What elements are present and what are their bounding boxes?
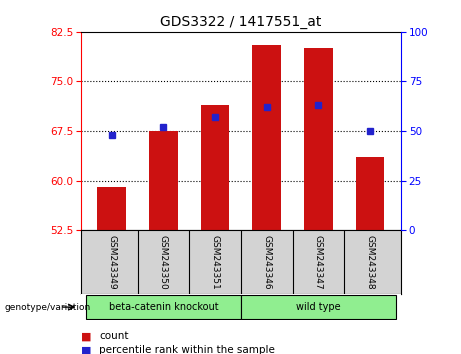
Text: GSM243348: GSM243348	[366, 235, 375, 289]
Text: beta-catenin knockout: beta-catenin knockout	[108, 302, 218, 312]
Text: GSM243350: GSM243350	[159, 235, 168, 289]
Bar	[86, 295, 241, 319]
Text: ■: ■	[81, 331, 91, 341]
Bar	[201, 104, 229, 230]
Bar	[304, 48, 332, 230]
Text: GSM243351: GSM243351	[211, 235, 219, 289]
Text: genotype/variation: genotype/variation	[5, 303, 91, 312]
Text: GSM243346: GSM243346	[262, 235, 271, 289]
Bar	[356, 158, 384, 230]
Text: count: count	[99, 331, 129, 341]
Bar	[97, 187, 126, 230]
Bar	[149, 131, 177, 230]
Text: ■: ■	[81, 346, 91, 354]
Text: wild type: wild type	[296, 302, 341, 312]
Bar	[241, 295, 396, 319]
Text: percentile rank within the sample: percentile rank within the sample	[99, 346, 275, 354]
Bar	[253, 45, 281, 230]
Text: GSM243347: GSM243347	[314, 235, 323, 289]
Text: GSM243349: GSM243349	[107, 235, 116, 289]
Title: GDS3322 / 1417551_at: GDS3322 / 1417551_at	[160, 16, 322, 29]
